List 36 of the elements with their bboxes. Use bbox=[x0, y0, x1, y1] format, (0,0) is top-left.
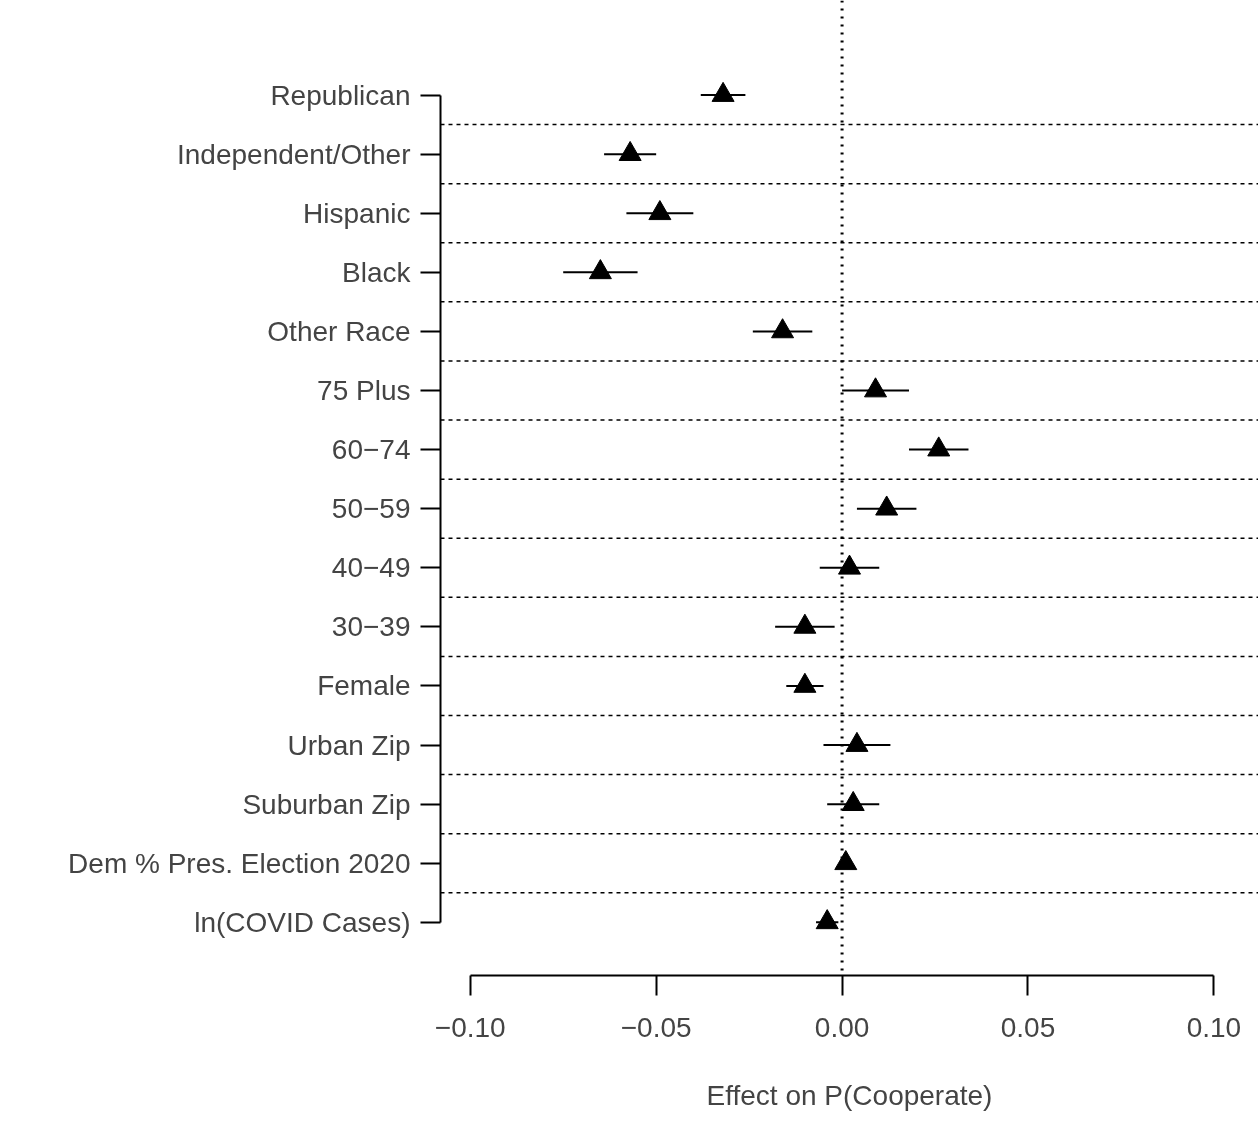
y-tick-label: 50−59 bbox=[331, 493, 411, 525]
y-tick-label: Urban Zip bbox=[287, 729, 411, 761]
point bbox=[834, 850, 858, 871]
y-tick-label: 30−39 bbox=[331, 611, 411, 643]
y-tick-label: ln(COVID Cases) bbox=[194, 906, 411, 938]
y-tick-label: Republican bbox=[270, 79, 411, 111]
y-tick-label: Black bbox=[342, 256, 412, 288]
point bbox=[793, 613, 817, 634]
point bbox=[864, 377, 888, 398]
point bbox=[875, 495, 899, 516]
point bbox=[618, 140, 642, 161]
point bbox=[711, 81, 735, 102]
point bbox=[771, 318, 795, 339]
y-tick-label: 40−49 bbox=[331, 552, 411, 584]
y-tick-label: 75 Plus bbox=[317, 375, 411, 406]
x-tick-label: −0.10 bbox=[434, 1011, 506, 1043]
x-tick-label: 0.10 bbox=[1186, 1011, 1242, 1043]
point bbox=[927, 436, 951, 457]
point bbox=[845, 731, 869, 752]
y-tick-label: Hispanic bbox=[303, 197, 411, 229]
point bbox=[793, 672, 817, 693]
x-axis-title: Effect on P(Cooperate) bbox=[706, 1079, 993, 1111]
y-tick-label: Independent/Other bbox=[176, 138, 411, 170]
x-tick-label: 0.05 bbox=[1000, 1011, 1056, 1043]
x-tick-label: 0.00 bbox=[814, 1011, 870, 1043]
point bbox=[838, 554, 861, 575]
x-tick-label: −0.05 bbox=[620, 1011, 692, 1043]
point bbox=[841, 790, 865, 811]
y-tick-label: Female bbox=[317, 670, 411, 702]
y-tick-label: 60−74 bbox=[331, 434, 411, 466]
point bbox=[588, 259, 612, 280]
point bbox=[815, 909, 839, 930]
y-tick-label: Other Race bbox=[267, 315, 411, 347]
y-tick-label: Suburban Zip bbox=[242, 788, 411, 820]
y-tick-label: Dem % Pres. Election 2020 bbox=[68, 847, 411, 879]
point bbox=[648, 200, 672, 221]
